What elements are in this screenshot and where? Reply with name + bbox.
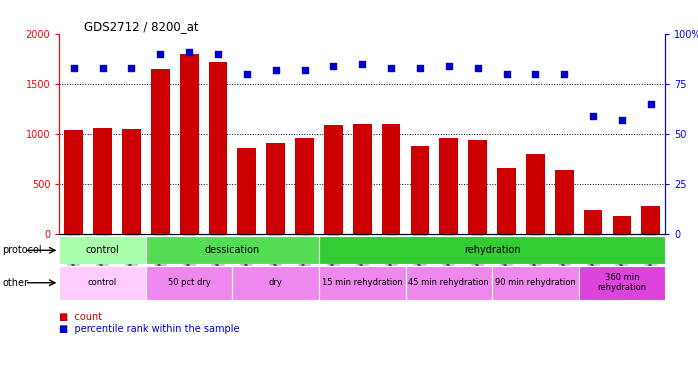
Bar <box>267 143 285 234</box>
Bar <box>526 154 544 234</box>
Text: 15 min rehydration: 15 min rehydration <box>322 278 403 287</box>
Text: 360 min
rehydration: 360 min rehydration <box>597 273 646 292</box>
Bar <box>59 236 146 264</box>
Point <box>357 61 368 67</box>
Bar <box>319 266 406 300</box>
Bar <box>324 125 343 234</box>
Text: ■  percentile rank within the sample: ■ percentile rank within the sample <box>59 324 240 334</box>
Bar <box>295 138 314 234</box>
Bar <box>584 210 602 234</box>
Bar <box>146 236 319 264</box>
Bar <box>579 266 665 300</box>
Bar <box>440 138 458 234</box>
Bar <box>237 148 256 234</box>
Bar <box>151 69 170 234</box>
Point <box>97 65 108 71</box>
Point <box>588 113 599 119</box>
Text: protocol: protocol <box>2 245 42 255</box>
Bar <box>641 206 660 234</box>
Point <box>415 65 426 71</box>
Point <box>126 65 137 71</box>
Text: dessication: dessication <box>205 245 260 255</box>
Bar <box>319 236 665 264</box>
Bar <box>146 266 232 300</box>
Bar <box>468 140 487 234</box>
Bar <box>406 266 492 300</box>
Point <box>530 71 541 77</box>
Text: GDS2712 / 8200_at: GDS2712 / 8200_at <box>84 20 198 33</box>
Text: ■  count: ■ count <box>59 312 103 322</box>
Bar <box>555 170 574 234</box>
Text: control: control <box>86 245 119 255</box>
Bar <box>410 146 429 234</box>
Text: control: control <box>88 278 117 287</box>
Point <box>501 71 512 77</box>
Bar <box>497 168 516 234</box>
Point <box>328 63 339 69</box>
Bar <box>353 124 371 234</box>
Point <box>385 65 396 71</box>
Point <box>472 65 483 71</box>
Bar <box>180 54 198 234</box>
Point <box>558 71 570 77</box>
Bar <box>232 266 319 300</box>
Point <box>299 67 310 73</box>
Point <box>184 49 195 55</box>
Bar <box>613 216 631 234</box>
Point <box>242 71 253 77</box>
Bar <box>122 129 141 234</box>
Point <box>443 63 454 69</box>
Bar <box>492 266 579 300</box>
Text: dry: dry <box>269 278 283 287</box>
Point <box>645 101 656 107</box>
Text: 90 min rehydration: 90 min rehydration <box>495 278 576 287</box>
Bar <box>59 266 146 300</box>
Point <box>155 51 166 57</box>
Bar <box>382 124 401 234</box>
Point <box>68 65 80 71</box>
Text: 45 min rehydration: 45 min rehydration <box>408 278 489 287</box>
Point <box>212 51 223 57</box>
Bar <box>209 62 228 234</box>
Bar <box>94 128 112 234</box>
Bar <box>64 130 83 234</box>
Point <box>270 67 281 73</box>
Text: 50 pct dry: 50 pct dry <box>168 278 211 287</box>
Text: other: other <box>2 278 28 288</box>
Text: rehydration: rehydration <box>463 245 521 255</box>
Point <box>616 117 628 123</box>
